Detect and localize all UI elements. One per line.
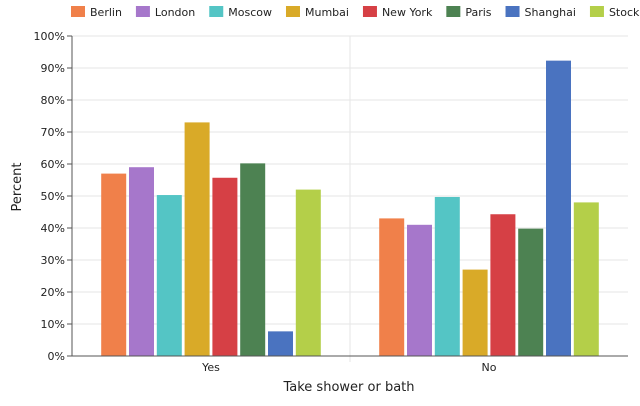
y-tick-label: 50% (41, 190, 65, 203)
y-tick-label: 10% (41, 318, 65, 331)
bar-paris-yes[interactable] (240, 163, 266, 356)
y-tick-label: 80% (41, 94, 65, 107)
bars (101, 60, 599, 357)
legend-label: Stockholm (609, 6, 640, 19)
y-tick-label: 0% (48, 350, 65, 363)
y-tick-label: 70% (41, 126, 65, 139)
bar-berlin-yes[interactable] (101, 173, 127, 356)
bar-moscow-yes[interactable] (156, 195, 182, 356)
y-axis-title: Percent (10, 163, 25, 212)
bar-mumbai-no[interactable] (462, 269, 488, 356)
y-tick-label: 60% (41, 158, 65, 171)
legend-swatch (505, 6, 520, 17)
legend-swatch (362, 6, 377, 17)
y-tick-label: 20% (41, 286, 65, 299)
legend-label: Paris (465, 6, 491, 19)
y-tick-label: 40% (41, 222, 65, 235)
bar-stockholm-no[interactable] (573, 202, 599, 356)
bar-london-yes[interactable] (129, 167, 154, 356)
bar-paris-no[interactable] (518, 228, 544, 356)
y-tick-label: 30% (41, 254, 65, 267)
legend-swatch (285, 6, 300, 17)
bar-moscow-no[interactable] (434, 196, 460, 356)
legend-label: Moscow (228, 6, 272, 19)
x-axis-title: Take shower or bath (282, 380, 414, 395)
bar-new-york-no[interactable] (490, 214, 516, 356)
legend-item-stockholm[interactable]: Stockholm (589, 6, 640, 19)
bar-shanghai-yes[interactable] (268, 331, 293, 356)
legend-swatch (446, 6, 461, 17)
legend-label: Berlin (90, 6, 122, 19)
axes: 0% 10% 20% 30% 40% 50% 60% 70% 80% 90% 100% Yes No (34, 30, 628, 374)
legend-item-new-york[interactable]: New York (362, 6, 433, 19)
bar-new-york-yes[interactable] (212, 177, 238, 356)
legend-item-paris[interactable]: Paris (446, 6, 492, 19)
x-tick-label: Yes (201, 361, 220, 374)
legend-label: Shanghai (525, 6, 576, 19)
bar-london-no[interactable] (407, 224, 432, 356)
legend-label: London (155, 6, 195, 19)
legend-swatch (209, 6, 224, 17)
legend-item-berlin[interactable]: Berlin (71, 6, 122, 19)
legend-label: New York (382, 6, 433, 19)
legend-item-london[interactable]: London (135, 6, 195, 19)
x-tick-label: No (482, 361, 497, 374)
legend-swatch (135, 6, 150, 17)
gridlines (72, 35, 628, 362)
bar-mumbai-yes[interactable] (184, 122, 210, 357)
y-tick-label: 100% (34, 30, 65, 43)
bar-shanghai-no[interactable] (546, 60, 571, 356)
y-tick-label: 90% (41, 62, 65, 75)
legend-item-mumbai[interactable]: Mumbai (285, 6, 349, 19)
bar-berlin-no[interactable] (379, 218, 405, 356)
legend-swatch (71, 6, 85, 17)
bar-stockholm-yes[interactable] (295, 189, 321, 356)
legend-item-shanghai[interactable]: Shanghai (505, 6, 576, 19)
legend-item-moscow[interactable]: Moscow (209, 6, 272, 19)
legend-label: Mumbai (305, 6, 349, 19)
legend: Berlin London Moscow Mumbai New York Paris Sha… (71, 6, 640, 19)
legend-swatch (589, 6, 604, 17)
